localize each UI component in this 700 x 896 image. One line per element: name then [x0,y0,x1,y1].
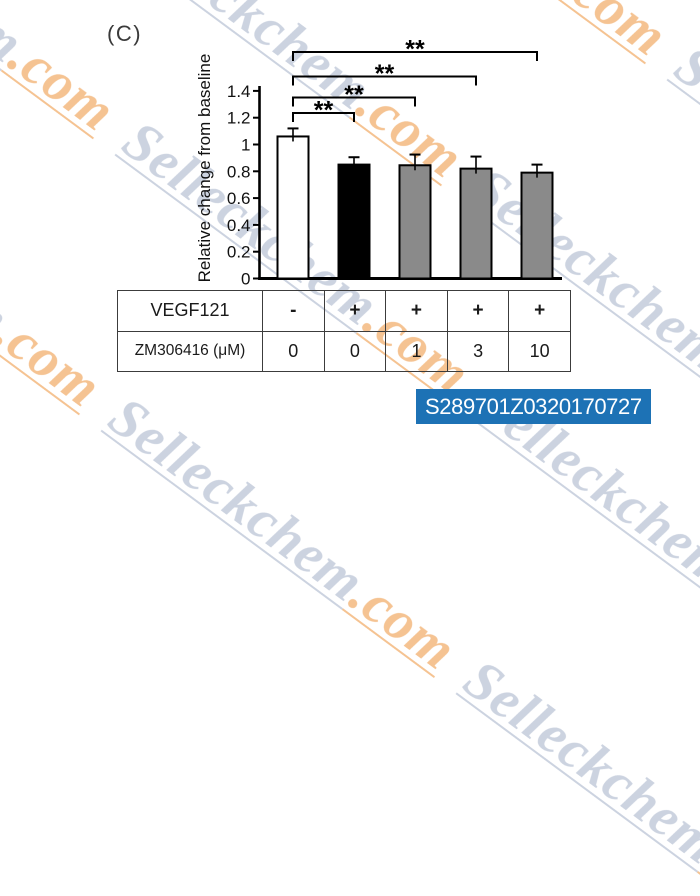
watermark-word: Selleckchem [452,647,700,877]
row-label: ZM306416 (μM) [117,330,263,372]
sig-bracket [292,75,477,86]
sig-label: ** [314,97,334,125]
table-row: VEGF121- + + + + [117,290,571,332]
y-tick-label: 1.4 [227,82,251,101]
sig-label: ** [344,81,364,109]
y-tick-label: 0.2 [227,243,251,262]
cell-value: - [262,290,325,332]
bar [398,164,432,280]
y-tick-label: 0.4 [227,216,251,235]
cell-value: + [385,290,448,332]
bar [276,135,310,280]
table-row: ZM306416 (μM) 0 0 1 3 10 [117,330,571,372]
cell-value: 1 [385,330,448,372]
cell-value: 0 [323,330,387,372]
y-tick-label: 1 [241,136,250,155]
sig-label: ** [375,60,395,88]
y-axis-title: Relative change from baseline [195,53,214,283]
cell-value: 0 [262,330,325,372]
bar [459,167,493,280]
y-tick-label: 0 [241,270,250,289]
sig-bracket [292,51,538,61]
y-tick-label: 0.6 [227,189,251,208]
sig-bracket [292,96,416,107]
bar [337,163,371,280]
sig-bracket [292,112,355,122]
catalog-number-badge: S289701Z0320170727 [416,389,651,424]
cell-value: + [446,290,510,332]
bar-chart: 0 0.2 0.4 0.6 0.8 1 1.2 1.4 ** ** ** ** [227,36,562,289]
sig-label: ** [405,36,425,64]
bar [520,171,554,280]
panel-label: (C) [107,21,143,46]
y-tick-label: 1.2 [227,109,251,128]
condition-table: VEGF121- + + + + ZM306416 (μM) 0 0 1 3 10 [117,290,571,372]
cell-value: 3 [446,330,510,372]
y-tick-label: 0.8 [227,162,251,181]
cell-value: + [323,290,387,332]
cell-value: + [508,290,571,332]
row-label: VEGF121 [117,290,263,332]
cell-value: 10 [508,330,571,372]
